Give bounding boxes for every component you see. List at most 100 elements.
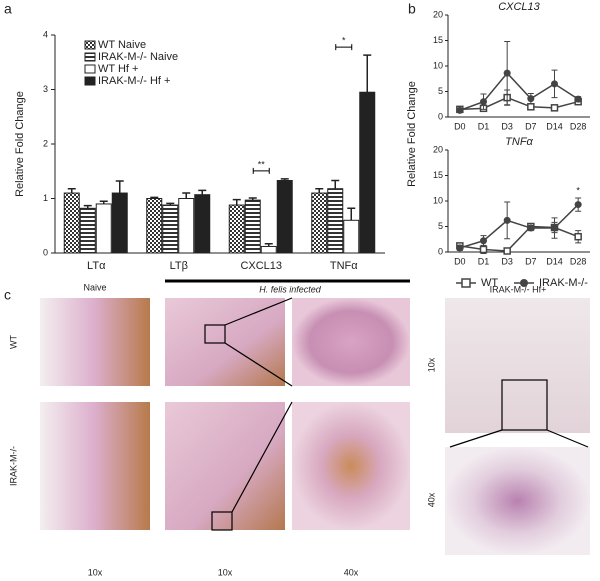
x-tick-label: LTβ [170,260,188,272]
legend-label: IRAK-M-/- Hf + [98,75,170,87]
marker [574,201,582,209]
error-bar [315,187,324,194]
marker [527,103,535,111]
bar [95,203,112,254]
bar [276,180,293,254]
marker [551,80,558,88]
y-axis-label: Relative Fold Change [406,81,418,187]
error-bar [166,202,175,206]
annotation: * [342,36,346,46]
magnification: 40x [344,567,359,577]
error-bar [198,189,207,195]
y-tick-label: 3 [43,84,48,94]
y-tick-label: 4 [43,29,48,39]
line [459,96,579,111]
row-label: IRAK-M-/- [8,446,18,486]
panel-label: a [4,1,12,17]
y-tick-label: 1 [43,193,48,203]
x-tick-label: D14 [546,121,563,131]
bar [79,207,96,254]
marker [480,237,487,245]
y-tick-label: 2 [43,138,48,148]
magnification: 10x [218,567,233,577]
magnification: 10x [426,357,436,372]
image [292,402,410,530]
marker [527,95,535,103]
bar [359,91,376,254]
annotation: * [576,185,580,195]
panel-label: b [408,1,416,17]
micrographs [40,279,590,555]
image [445,298,590,433]
legend-swatch [84,40,96,50]
bracket [335,44,353,51]
y-tick-label: 5 [438,86,443,96]
error-bar [347,207,356,221]
bar [146,198,163,254]
x-tick-label: D7 [525,256,537,266]
error-bar [182,192,191,199]
x-tick-label: LTα [87,260,106,272]
y-tick-label: 0 [43,247,48,257]
marker [574,95,582,103]
image [445,447,590,555]
bar [63,192,80,254]
error-bar [248,197,257,201]
bar [228,204,245,254]
x-tick-label: D3 [501,121,513,131]
image [292,298,410,386]
image [40,298,150,386]
marker [503,247,511,255]
bar [194,194,211,254]
x-tick-label: D0 [454,256,466,266]
y-tick-label: 0 [438,246,443,256]
line [459,72,579,112]
legend-swatch [84,64,96,74]
legend-label: WT [481,277,498,289]
legend-label: WT Hf + [98,63,138,75]
error-bar [280,178,289,181]
column-label: H. felis infected [259,284,322,294]
legend-label: IRAK-M-/- Naive [98,51,178,63]
error-bar [331,179,340,189]
row-label: WT [8,335,18,349]
magnification: 10x [88,567,103,577]
bar [343,219,360,254]
legend-swatch [84,52,96,62]
image [165,402,285,530]
error-bar [99,200,108,204]
error-bar [264,242,273,247]
bar [327,188,344,254]
legend-marker [520,279,528,287]
error-bar [67,187,76,194]
magnification: 40x [426,492,436,507]
marker [480,98,487,106]
marker [527,224,535,232]
y-tick-label: 15 [433,170,443,180]
y-tick-label: 0 [438,111,443,121]
marker [551,224,558,232]
bar [111,192,128,254]
x-tick-label: D28 [570,121,587,131]
marker [503,216,511,224]
marker [574,232,582,241]
column-label: Naive [83,282,106,292]
x-tick-label: D0 [454,121,466,131]
y-tick-label: 5 [438,221,443,231]
legend-label: WT Naive [98,39,146,51]
marker [456,106,464,114]
annotation: ** [258,159,266,169]
x-tick-label: CXCL13 [240,260,282,272]
marker [456,244,464,252]
legend-label: IRAK-M-/- [539,277,588,289]
x-tick-label: TNFα [330,260,358,272]
column-label: IRAK-M-/- Hf+ [490,284,547,294]
error-bar [150,196,159,199]
plot-title: TNFα [505,136,533,148]
x-tick-label: D3 [501,256,513,266]
y-tick-label: 20 [433,144,443,154]
error-bar [232,198,241,206]
x-tick-label: D14 [546,256,563,266]
x-tick-label: D1 [478,121,490,131]
marker [479,245,488,254]
